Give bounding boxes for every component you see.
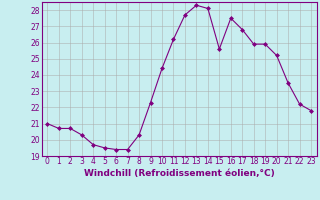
X-axis label: Windchill (Refroidissement éolien,°C): Windchill (Refroidissement éolien,°C): [84, 169, 275, 178]
